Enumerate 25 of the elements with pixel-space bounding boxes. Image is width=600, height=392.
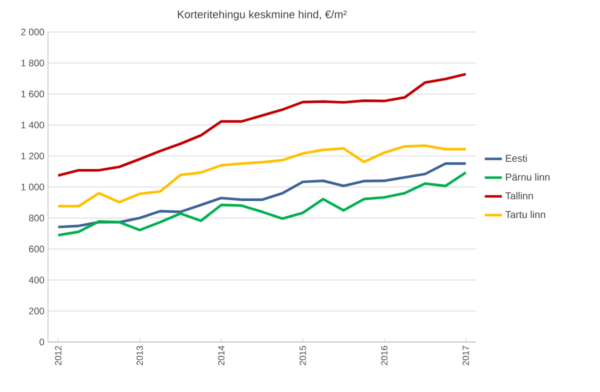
y-tick-label: 600	[29, 246, 44, 252]
line-series	[56, 171, 468, 237]
y-tick-label: 1 200	[21, 152, 44, 160]
y-tick-label: 200	[29, 308, 44, 314]
x-tick-label: 2016	[381, 346, 388, 366]
legend-label: Eesti	[506, 154, 527, 162]
y-tick-label: 400	[28, 276, 44, 284]
y-tick-label: 0	[40, 338, 44, 346]
legend-label: Tartu linn	[505, 210, 546, 218]
legend-label: Pärnu linn	[506, 173, 550, 181]
y-tick-label: 800	[29, 214, 44, 222]
x-tick-label: 2014	[218, 346, 224, 366]
legend-label: Tallinn	[505, 192, 533, 200]
y-tick-label: 1 000	[21, 184, 44, 190]
x-tick-label: 2012	[55, 346, 62, 366]
y-tick-label: 1 400	[21, 122, 44, 128]
x-tick-label: 2013	[136, 346, 143, 366]
chart-title: Korteritehingu keskmine hind, €/m²	[178, 10, 347, 20]
line-series	[56, 144, 468, 208]
x-tick-label: 2017	[462, 346, 470, 366]
y-tick-label: 1 600	[21, 90, 44, 98]
y-tick-label: 1 800	[21, 60, 44, 66]
x-tick-label: 2015	[300, 346, 306, 366]
line-series	[56, 162, 468, 228]
y-tick-label: 2 000	[21, 28, 44, 36]
